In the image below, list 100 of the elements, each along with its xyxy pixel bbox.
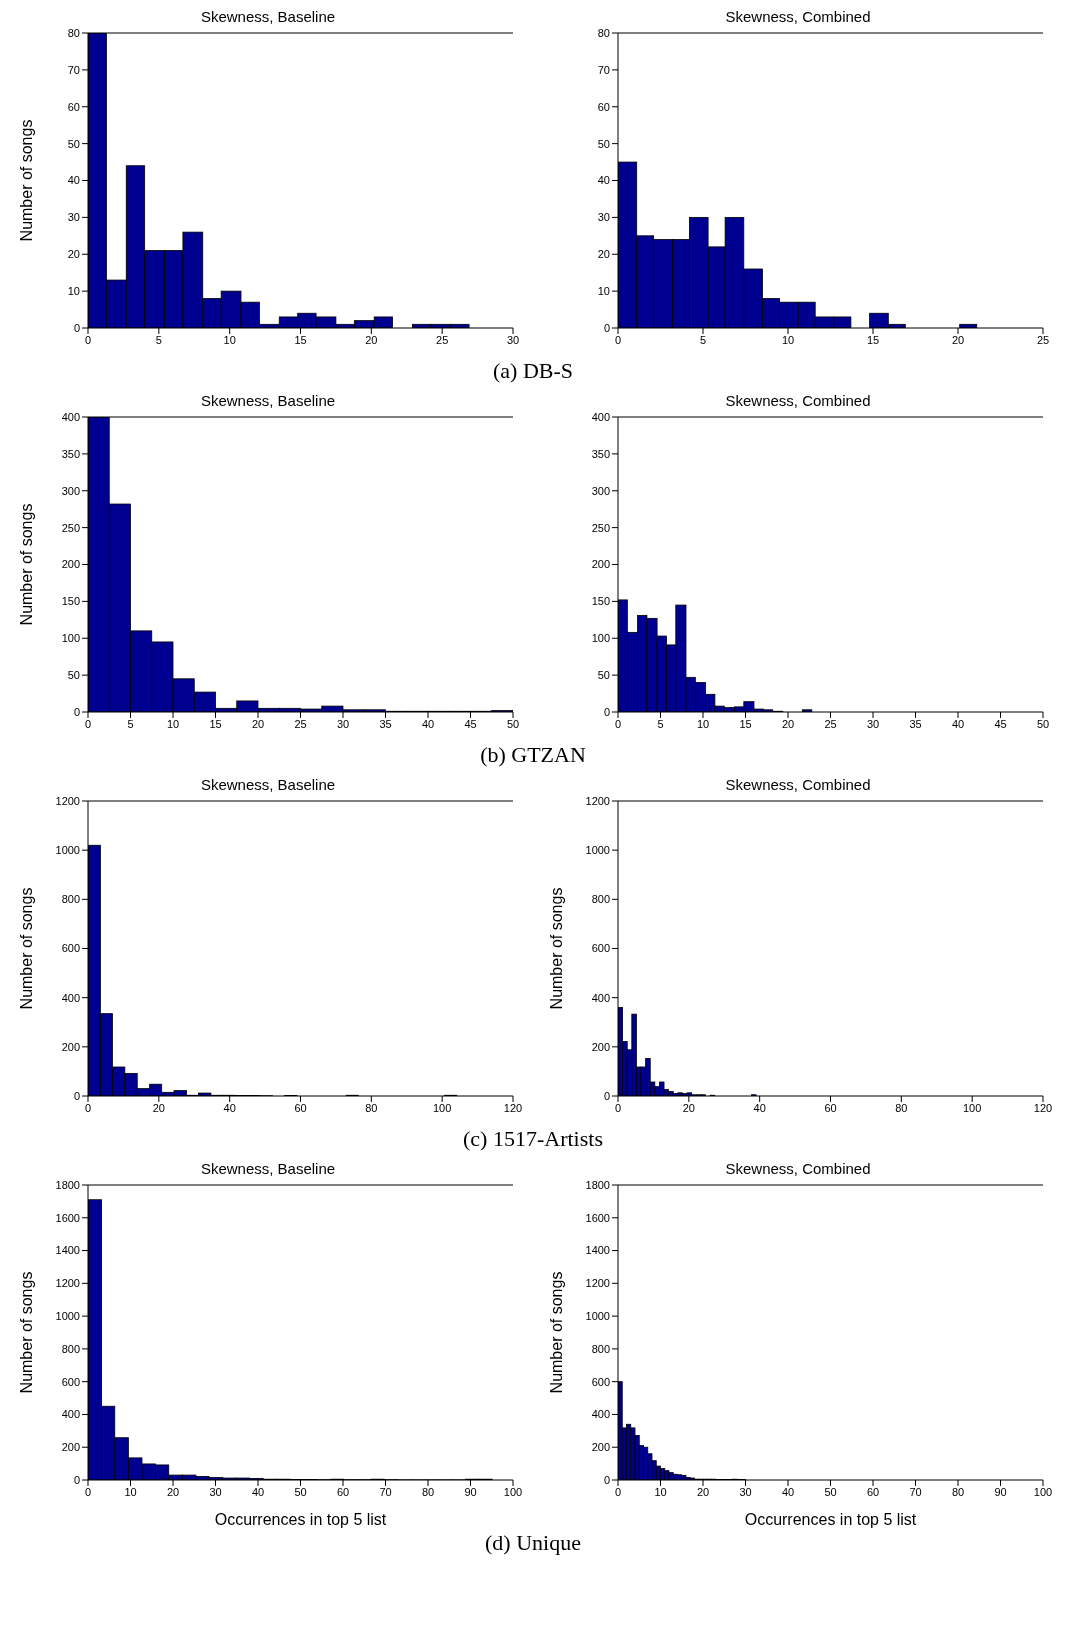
y-tick-label: 70 bbox=[67, 63, 80, 76]
x-tick-label: 30 bbox=[866, 717, 880, 730]
x-tick-label: 25 bbox=[824, 717, 837, 730]
x-tick-label: 20 bbox=[166, 1485, 180, 1498]
x-tick-label: 50 bbox=[294, 1485, 307, 1498]
y-tick-label: 40 bbox=[67, 174, 80, 187]
y-tick-label: 250 bbox=[591, 521, 610, 534]
y-tick-label: 250 bbox=[61, 521, 80, 534]
y-tick-label: 100 bbox=[591, 632, 610, 645]
x-tick-label: 0 bbox=[84, 333, 92, 346]
x-tick-label: 80 bbox=[895, 1101, 908, 1114]
y-tick-label: 150 bbox=[61, 595, 80, 608]
x-axis-title: Occurrences in top 5 list bbox=[744, 1511, 917, 1528]
x-tick-label: 10 bbox=[696, 717, 710, 730]
y-tick-label: 1000 bbox=[585, 844, 610, 857]
y-tick-label: 1200 bbox=[55, 794, 80, 807]
x-tick-label: 40 bbox=[753, 1101, 766, 1114]
y-tick-label: 0 bbox=[73, 705, 80, 718]
text: (a) DB-S bbox=[491, 358, 574, 384]
chart-title: Skewness, Combined bbox=[724, 776, 872, 795]
y-tick-label: 800 bbox=[61, 1342, 80, 1355]
y-tick-label: 50 bbox=[67, 669, 80, 682]
x-tick-label: 0 bbox=[84, 717, 92, 730]
x-tick-label: 50 bbox=[824, 1485, 837, 1498]
x-tick-label: 100 bbox=[962, 1101, 982, 1114]
x-tick-label: 20 bbox=[152, 1101, 165, 1114]
y-tick-label: 800 bbox=[61, 893, 80, 906]
x-tick-label: 60 bbox=[866, 1485, 880, 1498]
x-tick-label: 5 bbox=[699, 333, 707, 346]
y-tick-label: 40 bbox=[597, 174, 610, 187]
x-tick-label: 45 bbox=[464, 717, 477, 730]
y-tick-label: 400 bbox=[591, 1408, 610, 1421]
chart-title: Skewness, Baseline bbox=[199, 1160, 337, 1179]
y-tick-label: 150 bbox=[591, 595, 610, 608]
y-tick-label: 0 bbox=[603, 1473, 610, 1486]
x-tick-label: 0 bbox=[614, 333, 622, 346]
y-tick-label: 30 bbox=[67, 211, 80, 224]
x-tick-label: 25 bbox=[436, 333, 449, 346]
y-tick-label: 0 bbox=[603, 1089, 610, 1102]
y-tick-label: 50 bbox=[597, 137, 610, 150]
x-tick-label: 20 bbox=[251, 717, 265, 730]
chart-title: Skewness, Baseline bbox=[199, 8, 337, 27]
chart-title: Skewness, Baseline bbox=[199, 776, 337, 795]
y-tick-label: 100 bbox=[61, 632, 80, 645]
x-tick-label: 100 bbox=[432, 1101, 452, 1114]
x-tick-label: 20 bbox=[696, 1485, 710, 1498]
y-tick-label: 60 bbox=[67, 100, 80, 113]
y-tick-label: 400 bbox=[61, 410, 80, 423]
y-tick-label: 0 bbox=[73, 321, 80, 334]
x-tick-label: 70 bbox=[909, 1485, 922, 1498]
x-tick-label: 0 bbox=[614, 717, 622, 730]
y-tick-label: 200 bbox=[591, 1040, 610, 1053]
y-tick-label: 1000 bbox=[585, 1310, 610, 1323]
x-tick-label: 120 bbox=[503, 1101, 523, 1114]
y-tick-label: 1800 bbox=[585, 1178, 610, 1191]
x-tick-label: 40 bbox=[251, 1485, 265, 1498]
x-tick-label: 25 bbox=[294, 717, 307, 730]
x-tick-label: 5 bbox=[657, 717, 664, 730]
y-tick-label: 20 bbox=[67, 248, 80, 261]
x-tick-label: 90 bbox=[994, 1485, 1007, 1498]
y-tick-label: 800 bbox=[591, 1342, 610, 1355]
y-tick-label: 0 bbox=[73, 1089, 80, 1102]
y-axis-title: Number of songs bbox=[17, 1271, 35, 1394]
x-tick-label: 60 bbox=[824, 1101, 837, 1114]
x-tick-label: 90 bbox=[464, 1485, 477, 1498]
x-tick-label: 15 bbox=[209, 717, 222, 730]
y-tick-label: 350 bbox=[61, 447, 80, 460]
x-tick-label: 120 bbox=[1033, 1101, 1053, 1114]
y-tick-label: 1400 bbox=[55, 1244, 80, 1257]
y-tick-label: 1200 bbox=[585, 794, 610, 807]
x-tick-label: 30 bbox=[506, 333, 520, 346]
chart-title: Skewness, Combined bbox=[724, 1160, 872, 1179]
x-tick-label: 35 bbox=[909, 717, 922, 730]
x-tick-label: 10 bbox=[223, 333, 236, 346]
y-tick-label: 300 bbox=[591, 484, 610, 497]
x-tick-label: 80 bbox=[365, 1101, 378, 1114]
y-tick-label: 400 bbox=[61, 991, 80, 1004]
y-tick-label: 400 bbox=[591, 410, 610, 423]
x-tick-label: 0 bbox=[84, 1101, 92, 1114]
x-tick-label: 40 bbox=[421, 717, 435, 730]
x-tick-label: 0 bbox=[614, 1485, 622, 1498]
y-tick-label: 1800 bbox=[55, 1178, 80, 1191]
y-axis-title: Number of songs bbox=[547, 1271, 565, 1394]
y-axis-title: Number of songs bbox=[547, 887, 565, 1010]
chart-title: Skewness, Baseline bbox=[199, 392, 337, 411]
x-tick-label: 5 bbox=[155, 333, 162, 346]
y-tick-label: 600 bbox=[61, 1375, 80, 1388]
x-tick-label: 0 bbox=[614, 1101, 622, 1114]
x-tick-label: 20 bbox=[365, 333, 378, 346]
x-tick-label: 10 bbox=[166, 717, 180, 730]
y-axis-title: Number of songs bbox=[17, 503, 35, 626]
text: (d) Unique bbox=[484, 1530, 582, 1556]
x-tick-label: 40 bbox=[951, 717, 965, 730]
y-tick-label: 50 bbox=[597, 669, 610, 682]
y-tick-label: 1000 bbox=[55, 844, 80, 857]
y-tick-label: 1200 bbox=[55, 1277, 80, 1290]
text: (b) GTZAN bbox=[479, 742, 587, 768]
y-axis-title: Number of songs bbox=[17, 887, 35, 1010]
x-tick-label: 100 bbox=[1033, 1485, 1053, 1498]
x-tick-label: 20 bbox=[951, 333, 965, 346]
